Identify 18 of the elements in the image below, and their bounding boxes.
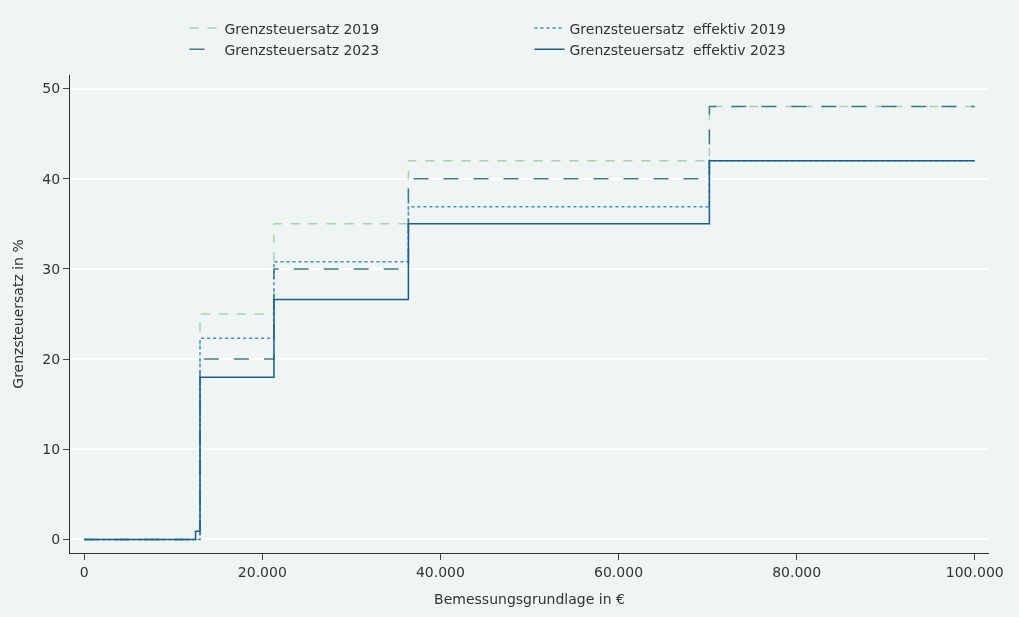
x-tick-label: 60.000	[594, 563, 644, 580]
y-tick-label: 40	[42, 170, 61, 187]
legend-label: Grenzsteuersatz 2023	[224, 41, 380, 58]
y-tick-label: 30	[42, 260, 61, 277]
x-tick-label: 80.000	[772, 563, 822, 580]
legend-label: Grenzsteuersatz effektiv 2019	[569, 20, 786, 37]
x-axis-title: Bemessungsgrundlage in €	[434, 591, 625, 608]
x-tick-label: 20.000	[237, 563, 287, 580]
y-axis-title: Grenzsteuersatz in %	[9, 239, 26, 389]
x-tick-label: 100.000	[945, 563, 1004, 580]
y-tick-label: 0	[51, 531, 61, 548]
y-tick-label: 50	[42, 80, 61, 97]
legend-label: Grenzsteuersatz 2019	[224, 20, 380, 37]
x-tick-label: 0	[79, 563, 89, 580]
legend-label: Grenzsteuersatz effektiv 2023	[569, 41, 786, 58]
y-tick-label: 20	[42, 350, 61, 367]
x-tick-label: 40.000	[415, 563, 465, 580]
y-tick-label: 10	[42, 441, 61, 458]
